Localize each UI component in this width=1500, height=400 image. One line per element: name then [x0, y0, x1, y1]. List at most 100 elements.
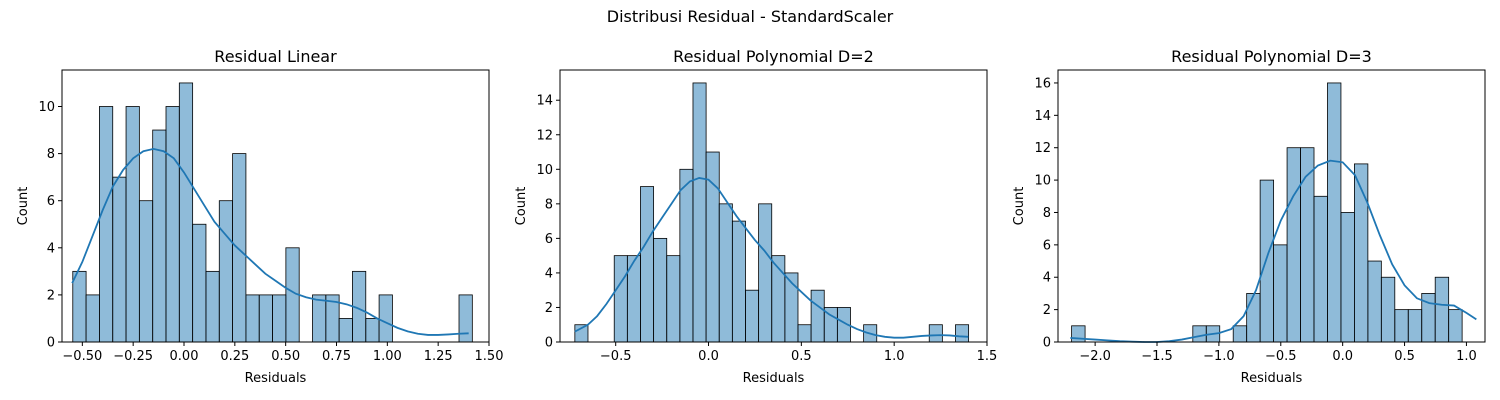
histogram-bar [1380, 276, 1396, 343]
histogram-bar [245, 294, 260, 343]
kde-curve-group [574, 177, 969, 339]
histogram-bar [692, 82, 707, 343]
histogram-bar [272, 294, 287, 343]
histogram-bar [613, 255, 628, 343]
x-axis-label: Residuals [743, 371, 805, 386]
panel-residual-poly-d2: Residual Polynomial D=2 −0.5 0.0 0.5 1.0 1.5… [514, 47, 997, 386]
y-tick-label: 0 [1043, 336, 1051, 351]
histogram-bar [731, 220, 746, 343]
x-tick-label: −2.0 [1079, 349, 1111, 364]
y-tick-label: 4 [545, 266, 553, 281]
x-axis-ticks: −2.0 −1.5 −1.0 −0.5 0.0 0.5 1.0 [1079, 342, 1477, 364]
histogram-bar [955, 324, 970, 343]
histogram-bar [928, 324, 943, 343]
histogram-bar [1327, 82, 1342, 343]
histogram-bar [705, 151, 720, 343]
histogram-bar [1300, 147, 1315, 343]
y-tick-label: 8 [47, 147, 55, 162]
x-tick-label: 0.25 [220, 349, 249, 364]
histogram-bar [99, 106, 114, 343]
x-tick-label: 0.0 [698, 349, 719, 364]
panel-residual-poly-d3: Residual Polynomial D=3 −2.0 −1.5 −1.0 −0.5… [1012, 47, 1486, 386]
histogram-bars [1071, 82, 1463, 343]
histogram-bar [1259, 179, 1275, 343]
histogram-bar [85, 294, 100, 343]
histogram-bar [1367, 260, 1382, 343]
x-tick-label: −0.5 [600, 349, 632, 364]
axes-frame [559, 69, 988, 343]
y-tick-label: 14 [1034, 109, 1051, 124]
histogram-bar [1273, 244, 1288, 343]
histogram-bar [1434, 276, 1450, 343]
histogram-bar [679, 168, 694, 343]
y-tick-label: 10 [38, 100, 55, 115]
y-axis-label: Count [1012, 187, 1027, 226]
panel-title: Residual Polynomial D=2 [673, 47, 874, 66]
y-tick-label: 16 [1034, 76, 1051, 91]
histogram-bar [365, 318, 380, 343]
x-tick-label: 0.00 [170, 349, 199, 364]
histogram-bar [797, 324, 812, 343]
y-tick-label: 2 [1043, 303, 1051, 318]
histogram-bar [1448, 309, 1463, 343]
x-axis-label: Residuals [245, 371, 307, 386]
panel-title: Residual Polynomial D=3 [1171, 47, 1372, 66]
x-tick-label: 0.0 [1332, 349, 1353, 364]
histogram-bar [72, 270, 87, 343]
y-tick-label: 0 [47, 336, 55, 351]
histogram-bar [112, 176, 127, 343]
kde-curve [71, 147, 469, 336]
y-tick-label: 12 [536, 128, 553, 143]
x-tick-label: 0.5 [1394, 349, 1415, 364]
y-tick-label: 6 [545, 232, 553, 247]
histogram-bar [138, 200, 154, 343]
x-tick-label: −0.25 [113, 349, 153, 364]
y-tick-label: 6 [47, 194, 55, 209]
y-axis-label: Count [16, 187, 31, 226]
y-axis-ticks: 0 2 4 6 8 10 12 14 [536, 94, 560, 351]
x-tick-label: 1.25 [424, 349, 453, 364]
histogram-bar [745, 289, 760, 343]
histogram-bar [192, 223, 207, 343]
histogram-bar [205, 270, 220, 343]
histogram-bar [666, 255, 681, 343]
x-axis-ticks: −0.5 0.0 0.5 1.0 1.5 [600, 342, 997, 364]
y-axis-ticks: 0 2 4 6 8 10 12 14 16 [1034, 76, 1058, 351]
histogram-bar [810, 289, 825, 343]
histogram-bar [1407, 309, 1423, 343]
x-tick-label: −0.50 [62, 349, 102, 364]
x-tick-label: 0.50 [271, 349, 300, 364]
axes-frame [1057, 69, 1486, 343]
y-tick-label: 4 [1043, 271, 1051, 286]
histogram-bar [653, 237, 668, 343]
histogram-bars [72, 82, 473, 343]
x-tick-label: 1.0 [1456, 349, 1477, 364]
histogram-bar [218, 200, 233, 343]
histogram-bar [1394, 309, 1409, 343]
figure-suptitle: Distribusi Residual - StandardScaler [607, 7, 894, 26]
x-tick-label: 1.50 [475, 349, 504, 364]
histogram-bar [178, 82, 194, 343]
histogram-bar [152, 129, 167, 343]
histogram-bar [1192, 325, 1207, 343]
y-tick-label: 14 [536, 94, 553, 109]
histogram-bar [640, 186, 655, 343]
y-axis-ticks: 0 2 4 6 8 10 [38, 100, 62, 351]
y-tick-label: 0 [545, 336, 553, 351]
histogram-bar [312, 294, 327, 343]
x-axis-label: Residuals [1241, 371, 1303, 386]
histogram-bar [232, 153, 247, 343]
y-axis-label: Count [514, 187, 529, 226]
x-tick-label: 1.5 [977, 349, 998, 364]
x-tick-label: 1.00 [373, 349, 402, 364]
x-axis-ticks: −0.50 −0.25 0.00 0.25 0.50 0.75 1.00 1.25 1.50 [62, 342, 503, 364]
y-tick-label: 10 [1034, 174, 1051, 189]
histogram-bar [758, 203, 773, 343]
y-tick-label: 6 [1043, 238, 1051, 253]
x-tick-label: −0.5 [1265, 349, 1297, 364]
x-tick-label: 1.0 [884, 349, 905, 364]
histogram-bar [1286, 147, 1301, 343]
x-tick-label: 0.75 [322, 349, 351, 364]
histogram-bar [338, 318, 353, 343]
axes-frame [61, 69, 490, 343]
